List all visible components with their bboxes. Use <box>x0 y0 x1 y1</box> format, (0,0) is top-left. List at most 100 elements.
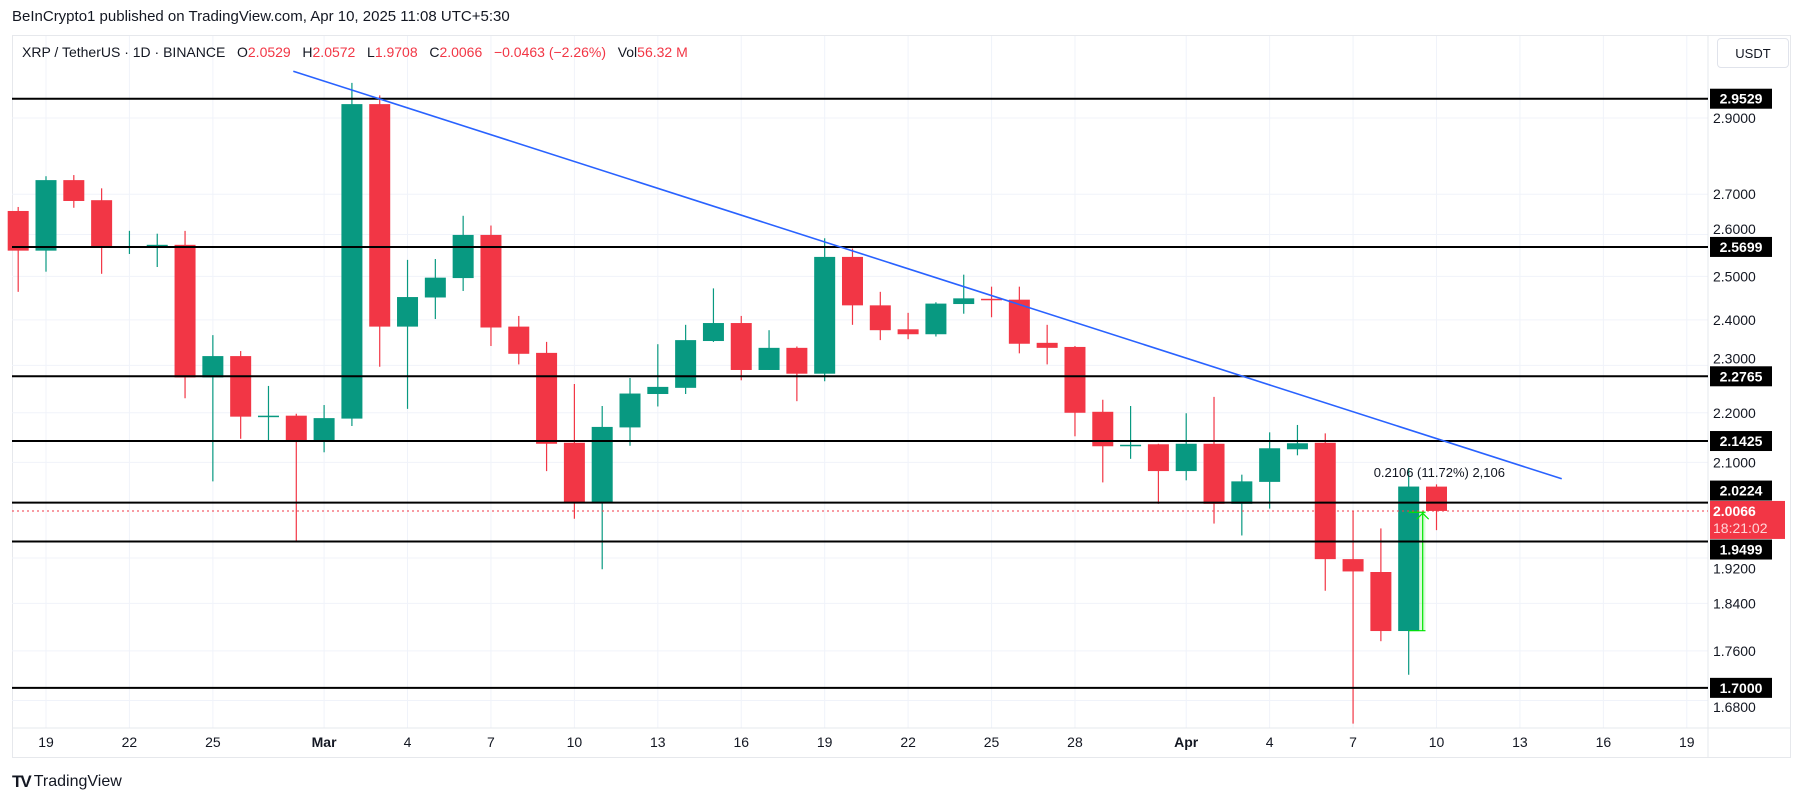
level-price-label: 2.2765 <box>1720 368 1763 384</box>
candle-body <box>786 347 808 374</box>
time-tick-label: Mar <box>312 734 337 750</box>
candle-body <box>1398 486 1420 632</box>
candle-body <box>1008 299 1030 344</box>
candle-body <box>285 415 307 442</box>
candle-body <box>981 298 1003 301</box>
candle-body <box>563 442 585 503</box>
tradingview-logo-icon: TV <box>12 772 32 791</box>
candle-body <box>675 340 697 388</box>
time-tick-label: 25 <box>205 734 221 750</box>
price-tick-label: 1.9200 <box>1713 561 1756 577</box>
candle-body <box>1175 443 1197 472</box>
currency-button[interactable]: USDT <box>1717 38 1789 68</box>
tradingview-footer: TV TradingView <box>12 772 122 792</box>
candle-body <box>313 418 335 442</box>
candle-body <box>1147 444 1169 472</box>
change-value: −0.0463 (−2.26%) <box>493 44 607 60</box>
price-tick-label: 1.7600 <box>1713 643 1756 659</box>
time-tick-label: 4 <box>404 734 412 750</box>
candle-body <box>174 244 196 378</box>
candle-body <box>369 104 391 327</box>
candle-body <box>257 415 279 418</box>
last-price-badge <box>1710 500 1785 539</box>
candle-body <box>146 244 168 247</box>
last-price-label: 2.0066 <box>1713 503 1756 519</box>
price-tick-label: 2.1000 <box>1713 454 1756 470</box>
price-tick-label: 2.3000 <box>1713 350 1756 366</box>
time-tick-label: 19 <box>38 734 54 750</box>
candle-body <box>814 256 836 374</box>
time-tick-label: 4 <box>1266 734 1274 750</box>
candle-body <box>1036 342 1058 348</box>
time-tick-label: 10 <box>567 734 583 750</box>
candle-body <box>758 347 780 370</box>
symbol-title[interactable]: XRP / TetherUS · 1D · BINANCE <box>22 44 226 60</box>
time-tick-label: 19 <box>817 734 833 750</box>
level-price-badge <box>1710 366 1772 387</box>
price-tick-label: 2.9000 <box>1713 110 1756 126</box>
time-tick-label: 25 <box>984 734 1000 750</box>
time-tick-label: 22 <box>122 734 138 750</box>
level-price-badge <box>1710 539 1772 560</box>
candle-body <box>897 329 919 335</box>
candle-body <box>619 393 641 428</box>
level-price-badge <box>1710 480 1772 501</box>
time-tick-label: 16 <box>733 734 749 750</box>
level-price-label: 2.9529 <box>1720 91 1763 107</box>
candle-body <box>953 298 975 305</box>
candle-body <box>841 256 863 306</box>
candle-body <box>1259 448 1281 482</box>
open-label: O <box>237 44 248 60</box>
level-price-badge <box>1710 431 1772 452</box>
time-tick-label: 19 <box>1679 734 1695 750</box>
candle-body <box>536 352 558 444</box>
level-price-label: 2.5699 <box>1720 239 1763 255</box>
candle-body <box>202 356 224 378</box>
candle-body <box>730 323 752 370</box>
candle-body <box>1064 346 1086 413</box>
price-tick-label: 2.6000 <box>1713 221 1756 237</box>
time-tick-label: 13 <box>650 734 666 750</box>
chart-frame <box>12 35 1791 758</box>
price-tick-label: 2.4000 <box>1713 312 1756 328</box>
candle-body <box>869 305 891 331</box>
price-tick-label: 2.2000 <box>1713 405 1756 421</box>
time-tick-label: 28 <box>1067 734 1083 750</box>
publish-info: BeInCrypto1 published on TradingView.com… <box>12 8 510 25</box>
level-price-label: 2.1425 <box>1720 433 1763 449</box>
symbol-legend: XRP / TetherUS · 1D · BINANCE O2.0529 H2… <box>22 44 688 60</box>
price-tick-label: 2.7000 <box>1713 186 1756 202</box>
level-price-label: 1.9499 <box>1720 542 1763 558</box>
level-price-badge <box>1710 88 1772 109</box>
measure-arrowhead-icon <box>1416 512 1430 520</box>
volume-value: 56.32 M <box>637 44 688 60</box>
candle-body <box>63 180 85 201</box>
level-price-label: 1.7000 <box>1720 680 1763 696</box>
candle-body <box>508 326 530 354</box>
level-price-badge <box>1710 236 1772 257</box>
candle-body <box>230 356 252 417</box>
price-tick-label: 2.5000 <box>1713 268 1756 284</box>
candle-body <box>35 180 57 251</box>
candle-body <box>1314 442 1336 560</box>
candle-body <box>397 297 419 327</box>
volume-label: Vol <box>617 44 638 60</box>
candle-body <box>1342 559 1364 572</box>
price-tick-label: 1.6800 <box>1713 699 1756 715</box>
candle-body <box>925 303 947 335</box>
candle-body <box>591 426 613 503</box>
time-tick-label: Apr <box>1174 734 1199 750</box>
high-label: H <box>302 44 313 60</box>
candle-body <box>1426 486 1447 511</box>
low-value: 1.9708 <box>374 44 418 60</box>
candle-body <box>452 234 474 279</box>
tradingview-brand: TradingView <box>33 773 122 790</box>
trend-line <box>293 70 1562 480</box>
high-value: 2.0572 <box>312 44 356 60</box>
candle-body <box>1092 411 1114 447</box>
time-tick-label: 16 <box>1596 734 1612 750</box>
time-tick-label: 13 <box>1512 734 1528 750</box>
candle-body <box>424 277 446 298</box>
time-tick-label: 10 <box>1429 734 1445 750</box>
